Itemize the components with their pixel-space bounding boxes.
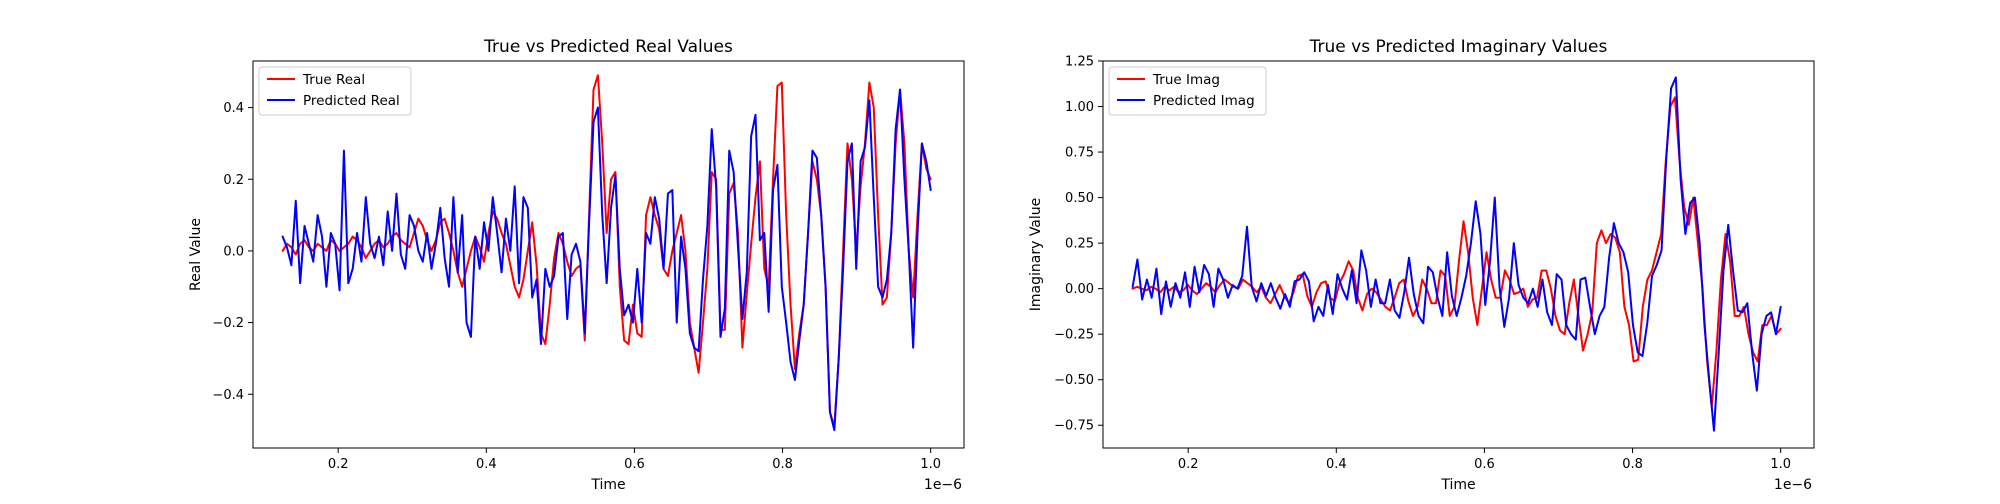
y-ticks: −0.75 −0.50 −0.25 0.00 0.25 0.50 0.75 1.00 1.25 bbox=[1054, 55, 1103, 434]
x-tick-label: 0.6 bbox=[624, 457, 645, 472]
y-tick-label: 1.25 bbox=[1065, 55, 1094, 70]
y-tick-label: 0.0 bbox=[223, 244, 244, 259]
plot-frame bbox=[252, 60, 965, 449]
x-tick-label: 0.8 bbox=[772, 457, 793, 472]
x-tick-label: 0.4 bbox=[476, 457, 497, 472]
y-tick-label: −0.2 bbox=[212, 316, 244, 331]
x-offset-text: 1e−6 bbox=[924, 477, 962, 493]
y-tick-label: −0.25 bbox=[1054, 328, 1094, 343]
legend-label-true-real: True Real bbox=[302, 72, 365, 88]
y-tick-label: 0.75 bbox=[1065, 146, 1094, 161]
plot-lines bbox=[1131, 76, 1782, 432]
y-tick-label: −0.75 bbox=[1054, 419, 1094, 434]
y-tick-label: 1.00 bbox=[1065, 100, 1094, 115]
y-tick-label: −0.4 bbox=[212, 388, 244, 403]
y-tick-label: 0.2 bbox=[223, 173, 244, 188]
chart-title: True vs Predicted Real Values bbox=[483, 37, 733, 57]
y-axis-label: Imaginary Value bbox=[1028, 198, 1044, 312]
y-tick-label: 0.50 bbox=[1065, 191, 1094, 206]
series-line-true-imag bbox=[1131, 96, 1782, 409]
legend: True Real Predicted Real bbox=[258, 66, 412, 116]
legend-label-true-imag: True Imag bbox=[1152, 72, 1220, 88]
legend-box bbox=[1108, 66, 1267, 116]
y-axis-label: Real Value bbox=[188, 218, 204, 291]
chart-title: True vs Predicted Imaginary Values bbox=[1309, 37, 1608, 57]
plot-lines bbox=[281, 74, 932, 432]
plot-frame bbox=[1102, 60, 1815, 449]
x-tick-label: 0.8 bbox=[1622, 457, 1643, 472]
x-tick-label: 0.2 bbox=[328, 457, 349, 472]
x-ticks: 0.2 0.4 0.6 0.8 1.0 bbox=[1178, 448, 1791, 472]
y-ticks: −0.4 −0.2 0.0 0.2 0.4 bbox=[212, 101, 253, 403]
y-tick-label: 0.25 bbox=[1065, 237, 1094, 252]
y-tick-label: −0.50 bbox=[1054, 373, 1094, 388]
x-tick-label: 0.4 bbox=[1326, 457, 1347, 472]
x-tick-label: 1.0 bbox=[920, 457, 941, 472]
legend: True Imag Predicted Imag bbox=[1108, 66, 1267, 116]
series-line-predicted-real bbox=[281, 88, 932, 432]
x-axis-label: Time bbox=[1440, 477, 1475, 493]
x-tick-label: 1.0 bbox=[1770, 457, 1791, 472]
series-line-predicted-imag bbox=[1131, 76, 1782, 432]
y-tick-label: 0.00 bbox=[1065, 282, 1094, 297]
x-axis-label: Time bbox=[590, 477, 625, 493]
x-tick-label: 0.6 bbox=[1474, 457, 1495, 472]
legend-box bbox=[258, 66, 412, 116]
y-tick-label: 0.4 bbox=[223, 101, 244, 116]
x-ticks: 0.2 0.4 0.6 0.8 1.0 bbox=[328, 448, 941, 472]
x-offset-text: 1e−6 bbox=[1774, 477, 1812, 493]
legend-label-predicted-real: Predicted Real bbox=[303, 93, 400, 109]
x-tick-label: 0.2 bbox=[1178, 457, 1199, 472]
legend-label-predicted-imag: Predicted Imag bbox=[1153, 93, 1255, 109]
imaginary-values-chart: True vs Predicted Imaginary Values 0.2 0.… bbox=[1028, 37, 1815, 493]
real-values-chart: True vs Predicted Real Values 0.2 0.4 0.6 0… bbox=[188, 37, 965, 493]
